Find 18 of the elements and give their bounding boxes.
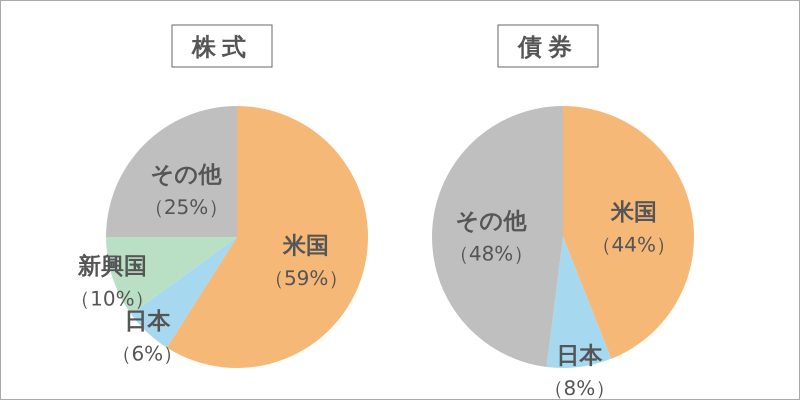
slice-label: その他 [150,162,223,188]
pie-slice [106,106,237,237]
pie-slice [546,237,612,368]
slice-label: 新興国 [76,252,147,280]
data-label: （25%） [144,195,228,220]
data-label: （48%） [448,241,534,266]
data-label: （6%） [111,341,184,366]
chart-title: 株式 [191,33,252,61]
slice-label: 日本 [556,342,604,369]
slice-label: その他 [456,208,528,234]
data-label: （59%） [264,266,348,290]
slice-label: 米国 [282,233,330,260]
chart-title: 債券 [517,33,578,61]
data-label: （44%） [592,232,676,256]
slice-label: 日本 [124,308,172,334]
slice-label: 米国 [610,200,657,226]
data-label: （8%） [544,376,616,400]
data-label: （10%） [70,286,155,310]
